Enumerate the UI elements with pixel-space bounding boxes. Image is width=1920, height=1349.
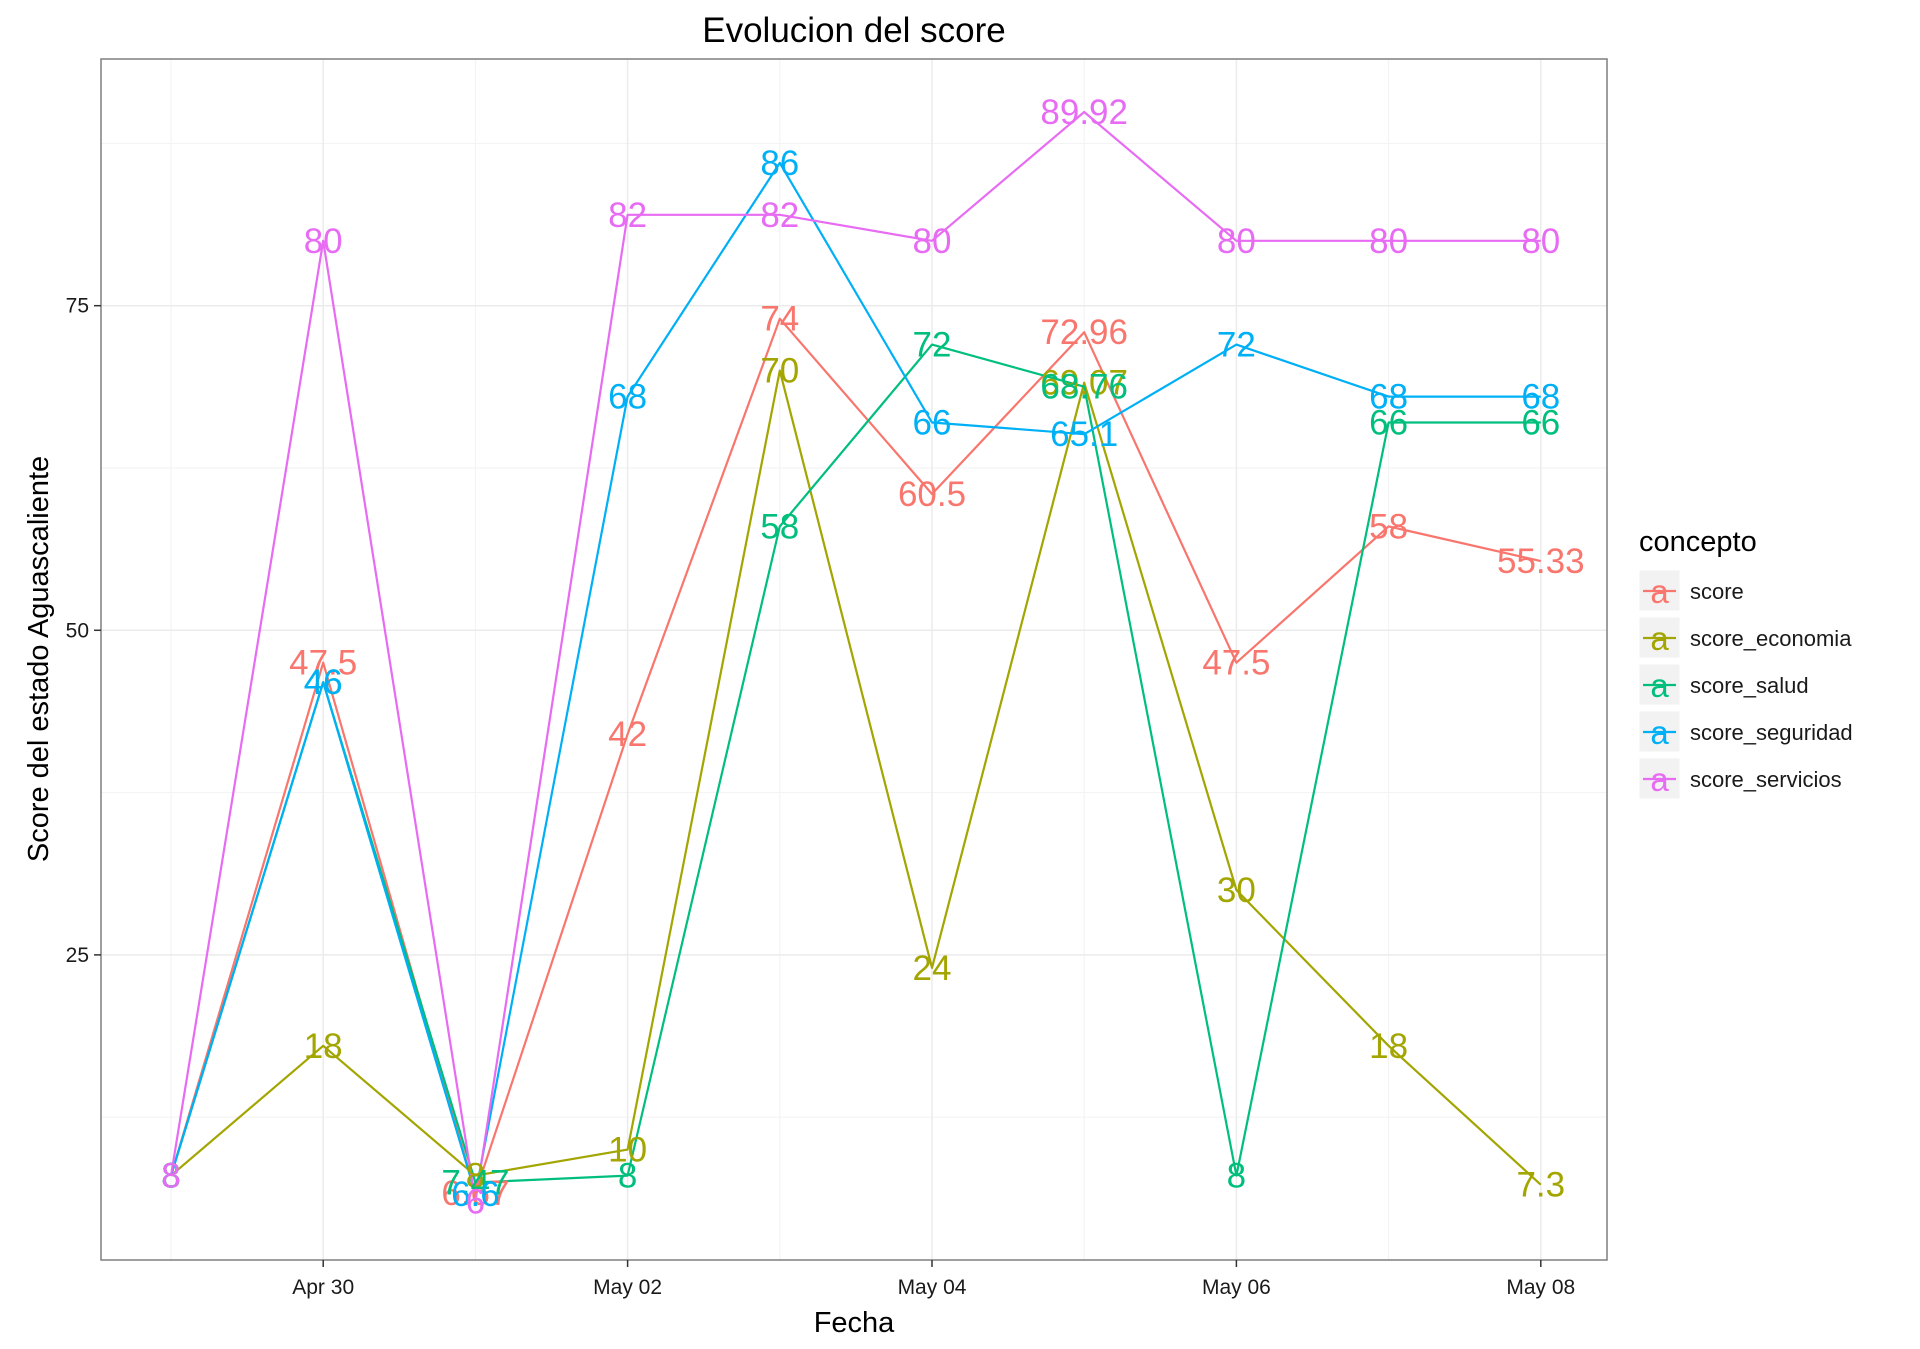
data-label-score_servicios: 89.92 xyxy=(1040,93,1128,132)
data-label-score_salud: 72 xyxy=(913,326,952,365)
data-label-score_economia: 70 xyxy=(760,352,799,391)
data-label-score_salud: 7.47 xyxy=(441,1163,509,1202)
data-label-score: 58 xyxy=(1369,507,1408,546)
legend-label-score_seguridad: score_seguridad xyxy=(1690,720,1853,745)
data-label-score_servicios: 82 xyxy=(608,196,647,235)
data-label-score_seguridad: 8 xyxy=(161,1157,180,1196)
data-label-score_servicios: 82 xyxy=(760,196,799,235)
data-label-score_salud: 8 xyxy=(1227,1157,1246,1196)
series-line-score_economia xyxy=(170,369,1542,1186)
data-label-score: 8 xyxy=(161,1157,180,1196)
data-label-score: 47.5 xyxy=(1202,644,1270,683)
data-label-score_salud: 66 xyxy=(1369,404,1408,443)
legend-title: concepto xyxy=(1639,526,1757,558)
data-label-score_economia: 18 xyxy=(304,1027,343,1066)
data-label-score_economia: 69.07 xyxy=(1040,364,1128,403)
data-label-score_servicios: 80 xyxy=(913,222,952,261)
plot-panel-border xyxy=(100,58,1608,1261)
data-label-score_seguridad: 6.6 xyxy=(451,1175,500,1214)
data-label-score_servicios: 80 xyxy=(1521,222,1560,261)
data-label-score_servicios: 80 xyxy=(304,222,343,261)
x-tick-label: Apr 30 xyxy=(292,1276,354,1299)
grid-layer xyxy=(101,59,1607,1260)
data-label-score: 72.96 xyxy=(1040,313,1128,352)
data-label-score_economia: 24 xyxy=(913,949,952,988)
legend-label-score: score xyxy=(1690,579,1744,604)
data-label-score_servicios: 6 xyxy=(466,1183,485,1222)
legend-label-score_salud: score_salud xyxy=(1690,673,1809,698)
x-axis-title: Fecha xyxy=(814,1307,895,1339)
x-tick-label: May 08 xyxy=(1506,1276,1575,1299)
data-label-score_seguridad: 66 xyxy=(913,404,952,443)
y-tick-label: 75 xyxy=(66,295,89,318)
data-label-score_economia: 7.3 xyxy=(1516,1166,1565,1205)
series-line-score_servicios xyxy=(169,110,1541,1203)
legend-label-score_servicios: score_servicios xyxy=(1690,767,1842,792)
legend-label-score_economia: score_economia xyxy=(1690,626,1852,651)
data-label-score_servicios: 80 xyxy=(1369,222,1408,261)
y-tick-label: 50 xyxy=(66,619,89,642)
data-label-score_seguridad: 72 xyxy=(1217,326,1256,365)
data-label-score: 47.5 xyxy=(289,644,357,683)
y-tick-label: 25 xyxy=(66,944,89,967)
data-label-score_salud: 46 xyxy=(304,663,343,702)
data-label-score_seguridad: 68 xyxy=(1369,378,1408,417)
data-label-score_seguridad: 46 xyxy=(304,663,343,702)
y-axis-title: Score del estado Aguascaliente xyxy=(23,456,55,862)
axes: Apr 30 May 02 May 04 May 06 May 08 25 50 75 xyxy=(66,295,1576,1299)
data-label-score_economia: 8 xyxy=(466,1157,485,1196)
series-line-score_salud xyxy=(169,343,1541,1184)
data-labels: 847.56.67427460.572.9647.55855.338188107… xyxy=(161,93,1584,1222)
x-tick-label: May 02 xyxy=(593,1276,662,1299)
series-line-score_seguridad xyxy=(169,161,1541,1195)
legend-key-glyph-score_economia: a xyxy=(1650,620,1669,657)
data-label-score: 74 xyxy=(760,300,799,339)
data-label-score_economia: 8 xyxy=(161,1157,180,1196)
data-label-score_seguridad: 68 xyxy=(608,378,647,417)
series-line-score xyxy=(169,317,1542,1195)
data-label-score_economia: 10 xyxy=(608,1131,647,1170)
x-tick-label: May 06 xyxy=(1202,1276,1271,1299)
data-label-score_salud: 8 xyxy=(161,1157,180,1196)
data-label-score: 42 xyxy=(608,715,647,754)
data-label-score: 55.33 xyxy=(1497,542,1585,581)
data-label-score_servicios: 8 xyxy=(161,1157,180,1196)
data-label-score_seguridad: 68 xyxy=(1521,378,1560,417)
data-label-score_economia: 18 xyxy=(1369,1027,1408,1066)
legend-key-glyph-score: a xyxy=(1650,573,1669,610)
legend-key-glyph-score_salud: a xyxy=(1650,667,1669,704)
data-label-score_salud: 58 xyxy=(760,507,799,546)
data-label-score_salud: 8 xyxy=(618,1157,637,1196)
chart-title: Evolucion del score xyxy=(702,11,1006,50)
data-label-score_salud: 68.76 xyxy=(1040,368,1128,407)
legend-key-glyph-score_servicios: a xyxy=(1650,761,1669,798)
x-tick-label: May 04 xyxy=(898,1276,967,1299)
data-label-score_servicios: 80 xyxy=(1217,222,1256,261)
data-label-score: 60.5 xyxy=(898,475,966,514)
data-label-score_seguridad: 65.1 xyxy=(1050,415,1118,454)
data-label-score_seguridad: 86 xyxy=(760,144,799,183)
data-label-score_salud: 66 xyxy=(1521,404,1560,443)
series-lines xyxy=(169,110,1542,1203)
data-label-score: 6.67 xyxy=(441,1174,509,1213)
legend-key-glyph-score_seguridad: a xyxy=(1650,714,1669,751)
data-label-score_economia: 30 xyxy=(1217,871,1256,910)
